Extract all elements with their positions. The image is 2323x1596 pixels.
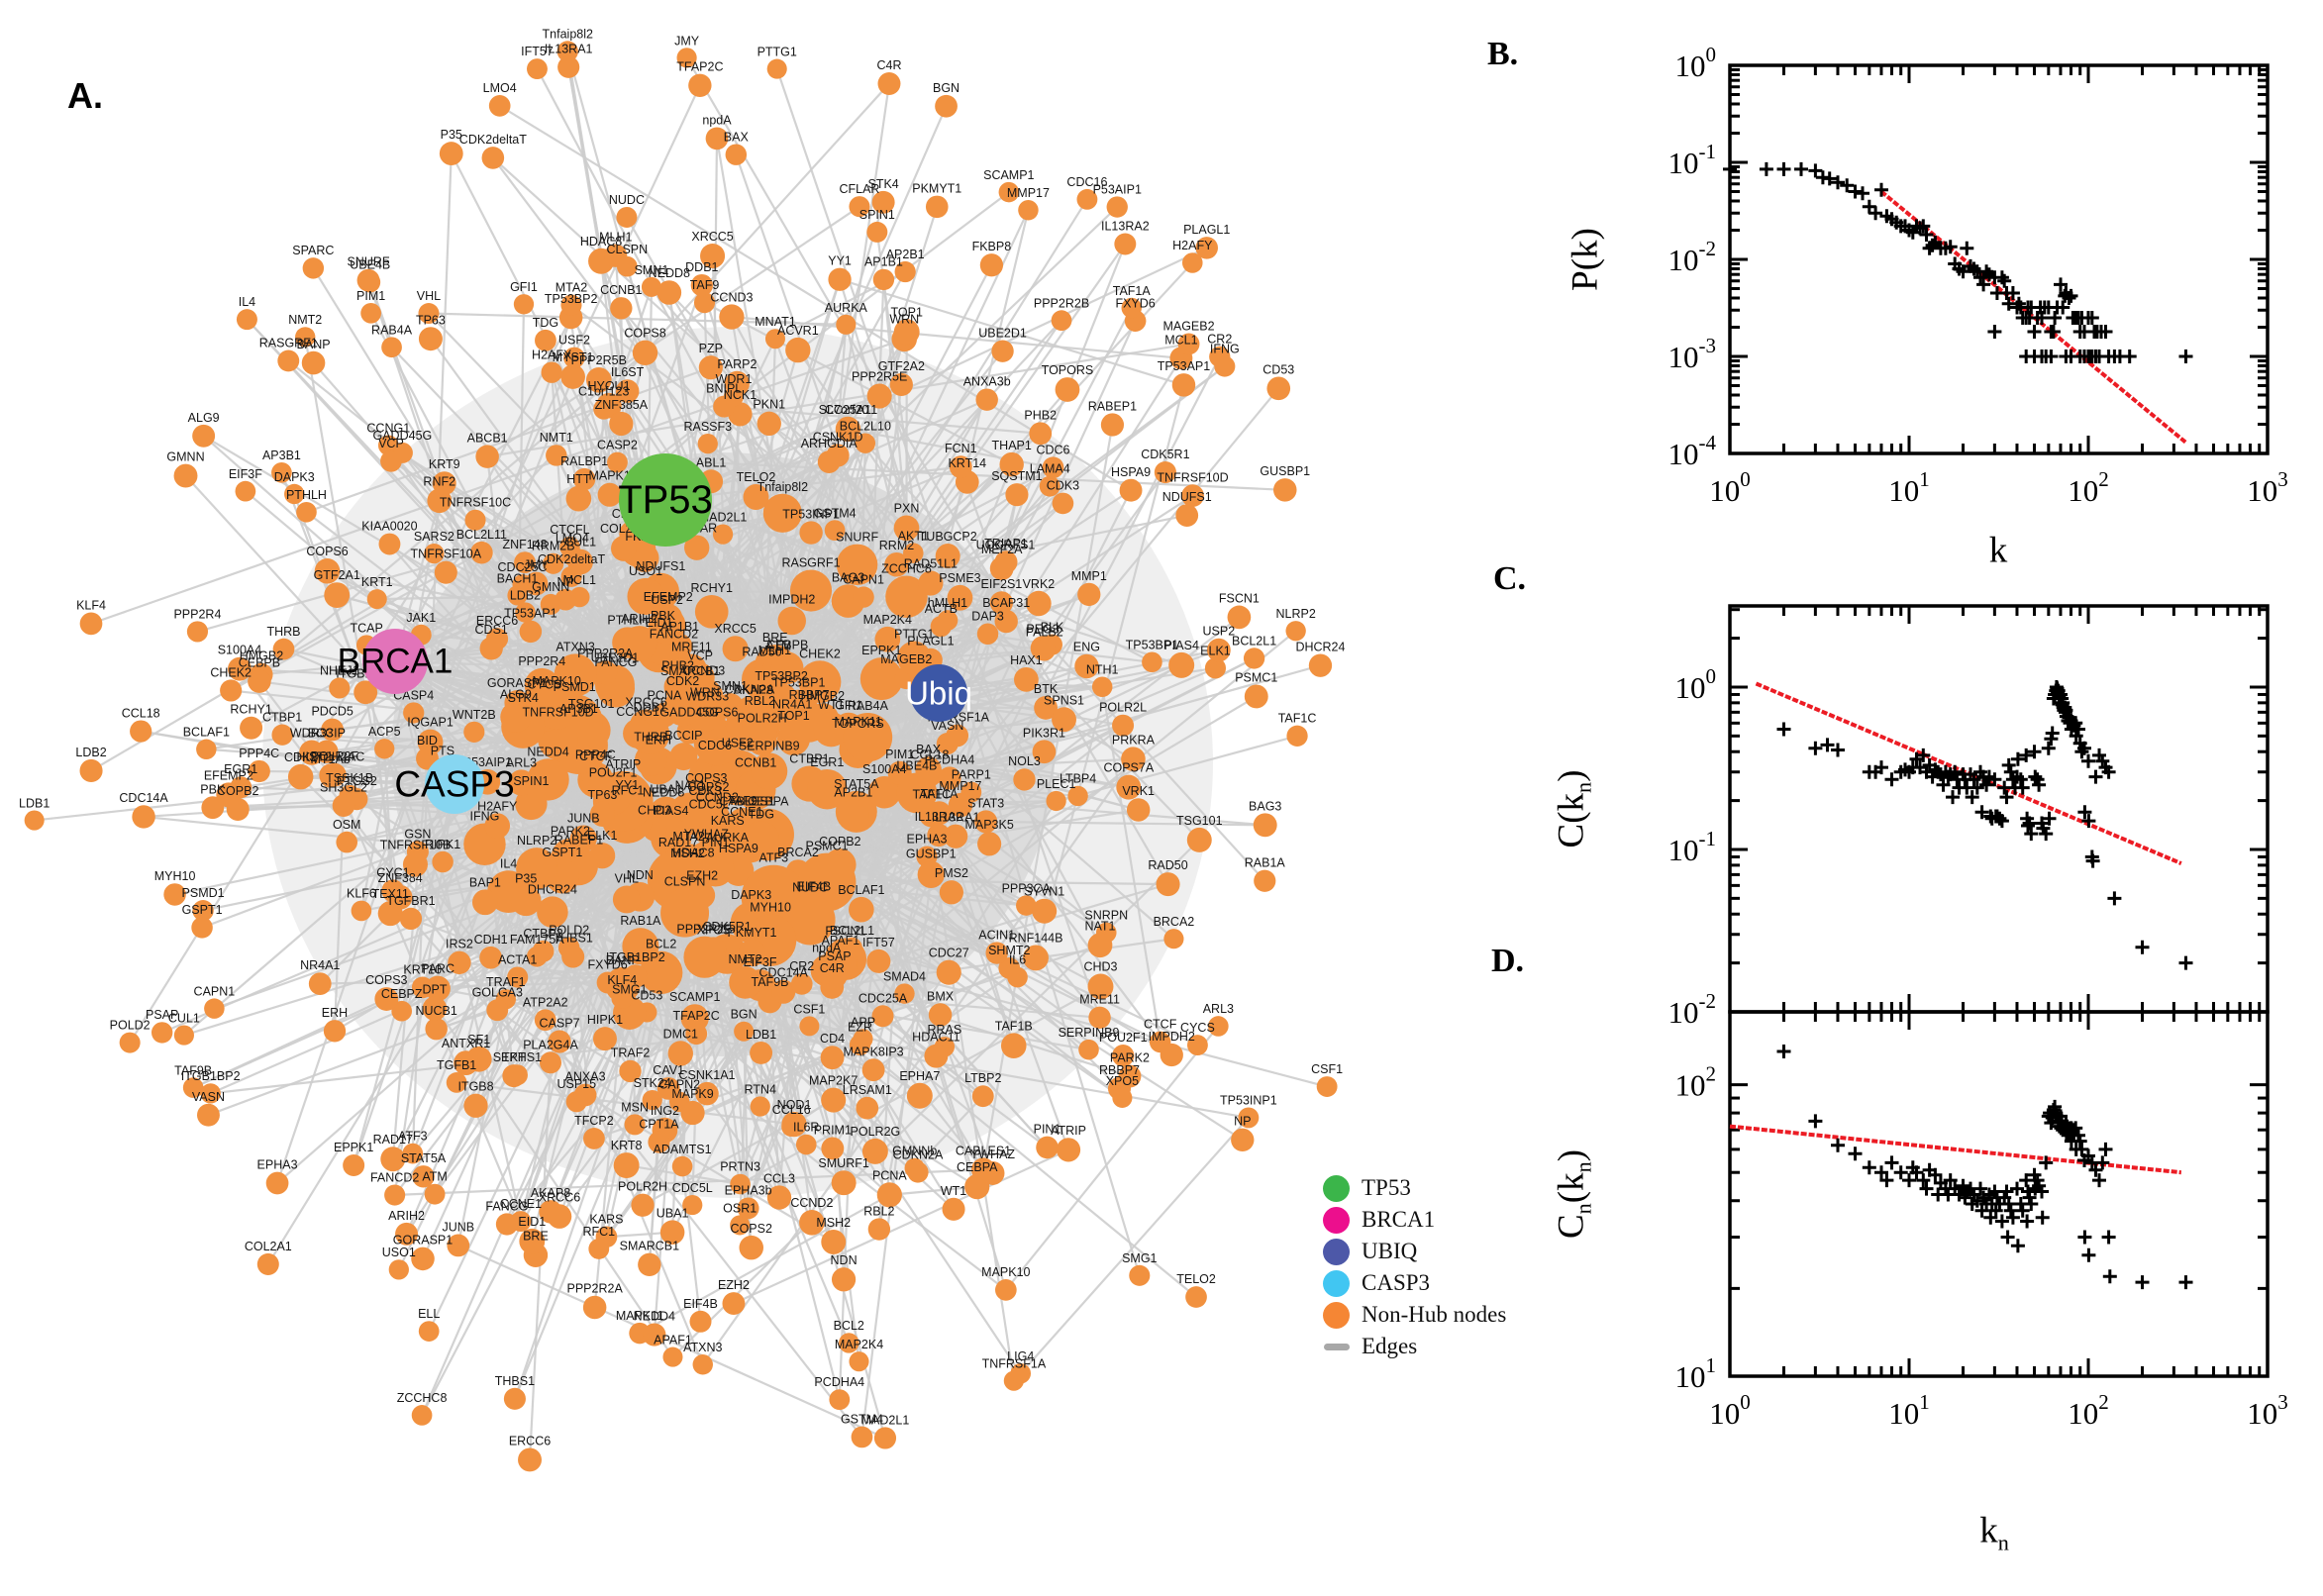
svg-text:10-1: 10-1 <box>1668 827 1717 867</box>
hub-label-casp3: CASP3 <box>394 764 514 805</box>
legend-label-brca1: BRCA1 <box>1362 1207 1436 1232</box>
svg-text:100: 100 <box>1709 1390 1751 1431</box>
legend-item-ubiq: UBIQ <box>1323 1236 1506 1267</box>
hub-label-brca1: BRCA1 <box>338 643 454 681</box>
svg-text:10-3: 10-3 <box>1668 334 1717 374</box>
ubiq-dot-icon <box>1323 1238 1350 1265</box>
legend-item-brca1: BRCA1 <box>1323 1204 1506 1236</box>
legend-label-casp3: CASP3 <box>1362 1270 1431 1295</box>
svg-text:102: 102 <box>1675 1062 1717 1103</box>
brca1-dot-icon <box>1323 1206 1350 1234</box>
x-axis-label-k: k <box>1988 530 2008 571</box>
svg-text:102: 102 <box>2068 1390 2109 1431</box>
y-axis-label-pk: P(k) <box>1565 228 1606 291</box>
panel-c-label: C. <box>1493 560 1527 597</box>
svg-text:102: 102 <box>2068 467 2109 508</box>
svg-text:10-1: 10-1 <box>1668 140 1717 180</box>
svg-text:100: 100 <box>1675 43 1717 83</box>
tp53-dot-icon <box>1323 1174 1350 1202</box>
legend-item-nonhub: Non-Hub nodes <box>1323 1299 1506 1331</box>
nonhub-dot-icon <box>1323 1301 1350 1329</box>
svg-text:100: 100 <box>1709 467 1751 508</box>
svg-text:101: 101 <box>1888 467 1930 508</box>
svg-text:10-2: 10-2 <box>1668 237 1717 277</box>
panel-b-label: B. <box>1487 36 1519 72</box>
legend-label-tp53: TP53 <box>1362 1175 1411 1200</box>
hub-label-tp53: TP53 <box>618 478 713 522</box>
legend-label-nonhub: Non-Hub nodes <box>1362 1302 1507 1327</box>
svg-text:100: 100 <box>1675 664 1717 705</box>
svg-text:103: 103 <box>2247 1390 2288 1431</box>
legend: TP53 BRCA1 UBIQ CASP3 Non-Hub nodes Edge… <box>1323 1172 1506 1362</box>
legend-item-edges: Edges <box>1323 1331 1506 1362</box>
panel-d-label: D. <box>1491 943 1525 979</box>
x-axis-label-kn: kn <box>1979 1510 2009 1555</box>
y-axis-label-cnkn: Cn(kn) <box>1551 1148 1596 1240</box>
legend-item-casp3: CASP3 <box>1323 1267 1506 1299</box>
legend-label-ubiq: UBIQ <box>1362 1239 1418 1263</box>
edge-line-icon <box>1324 1343 1350 1350</box>
svg-text:10-2: 10-2 <box>1668 989 1717 1030</box>
svg-text:101: 101 <box>1675 1353 1717 1394</box>
svg-text:101: 101 <box>1888 1390 1930 1431</box>
casp3-dot-icon <box>1323 1269 1350 1297</box>
panel-a-label: A. <box>67 75 103 116</box>
legend-item-tp53: TP53 <box>1323 1172 1506 1204</box>
hub-label-ubiq: Ubiq <box>905 675 972 712</box>
svg-text:103: 103 <box>2247 467 2288 508</box>
legend-label-edges: Edges <box>1362 1334 1418 1358</box>
svg-text:10-4: 10-4 <box>1668 431 1717 471</box>
y-axis-label-ckn: C(kn) <box>1551 769 1596 848</box>
